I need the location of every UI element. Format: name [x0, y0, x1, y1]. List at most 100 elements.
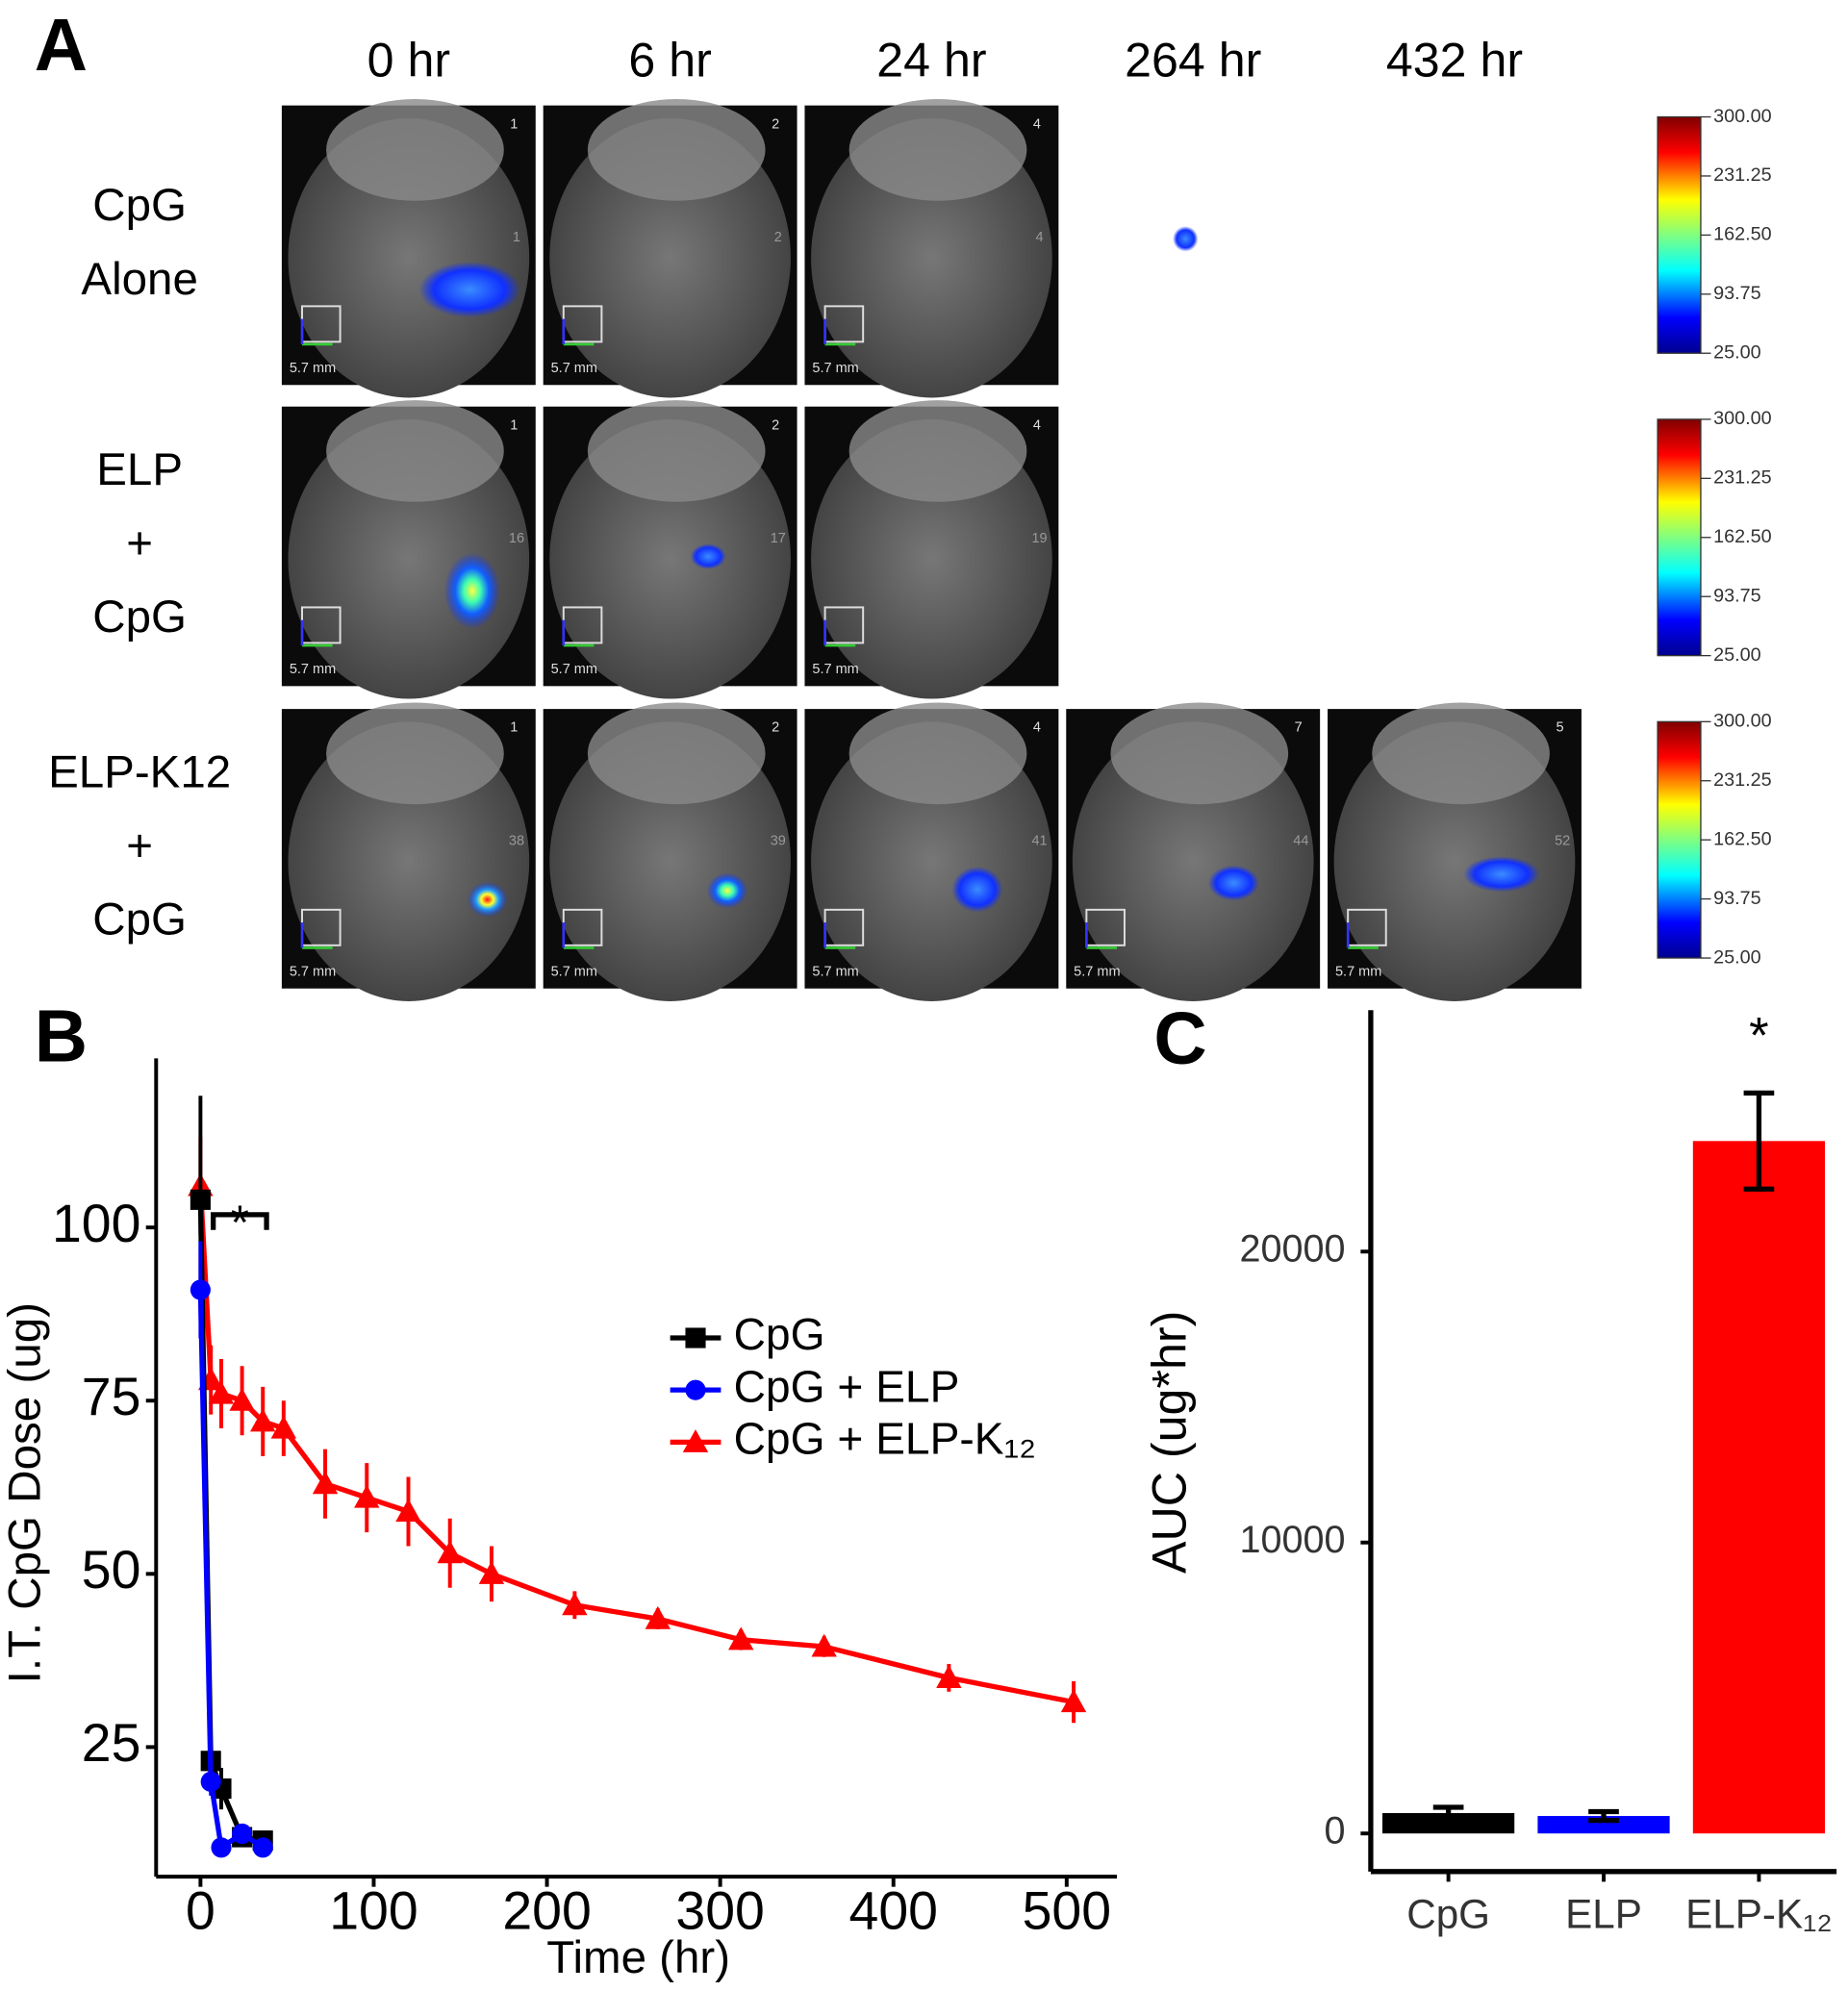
colorbar-label: 162.50 — [1713, 828, 1772, 849]
signal — [690, 543, 726, 569]
colorbar-label: 25.00 — [1713, 341, 1761, 363]
mouse-head — [587, 99, 766, 201]
x-tick-label: ELP — [1565, 1892, 1642, 1937]
x-tick-label: 0 — [186, 1880, 215, 1940]
colorbar-label: 162.50 — [1713, 224, 1772, 245]
marker — [190, 1189, 211, 1210]
scale-label: 5.7 mm — [812, 361, 858, 376]
row-label: ELP-K12 — [48, 746, 231, 797]
colorbar — [1657, 115, 1702, 354]
colorbar — [1657, 418, 1702, 657]
scale-label: 5.7 mm — [551, 662, 597, 677]
image-id: 1 — [510, 720, 518, 736]
colorbar-label: 25.00 — [1713, 644, 1761, 666]
panel-label: B — [35, 996, 88, 1077]
legend-marker — [685, 1379, 706, 1400]
scale-label: 5.7 mm — [290, 964, 336, 979]
marker — [190, 1279, 211, 1300]
marker — [562, 1592, 588, 1616]
row-label: + — [126, 820, 153, 871]
image-id: 1 — [510, 116, 518, 132]
x-tick-label: 400 — [849, 1880, 938, 1940]
signal — [951, 866, 1003, 913]
panel-label: A — [35, 5, 88, 87]
image-id: 2 — [772, 417, 779, 433]
scale-label: 5.7 mm — [1335, 964, 1381, 979]
colorbar-label: 93.75 — [1713, 888, 1761, 909]
image-id: 1 — [510, 417, 518, 433]
y-tick-label: 0 — [1325, 1810, 1346, 1852]
mouse-head — [848, 400, 1027, 502]
y-tick-label: 50 — [82, 1540, 141, 1600]
signal — [1208, 865, 1259, 901]
roi-label: 16 — [509, 531, 524, 546]
legend-marker — [685, 1327, 706, 1348]
x-tick-label: ELP-K₁₂ — [1685, 1892, 1833, 1937]
colorbar-label: 25.00 — [1713, 946, 1761, 968]
image-panel: 2 39 5.7 mm — [543, 702, 797, 1001]
mouse-head — [1110, 702, 1289, 805]
marker — [645, 1605, 671, 1629]
row-label: ELP — [96, 444, 183, 495]
y-tick-label: 75 — [82, 1367, 141, 1426]
colorbar-label: 162.50 — [1713, 526, 1772, 547]
marker — [395, 1499, 421, 1523]
colorbar-label: 300.00 — [1713, 711, 1772, 732]
colorbar-label: 93.75 — [1713, 283, 1761, 304]
bar — [1382, 1813, 1515, 1834]
image-id: 4 — [1033, 116, 1041, 132]
roi-label: 19 — [1031, 531, 1047, 546]
column-header: 264 hr — [1125, 33, 1261, 87]
x-tick-label: 200 — [502, 1880, 591, 1940]
marker — [252, 1837, 273, 1858]
marker — [232, 1823, 253, 1845]
marker — [1060, 1689, 1087, 1713]
image-panel: 7 44 5.7 mm — [1066, 702, 1321, 1001]
column-header: 24 hr — [876, 33, 986, 87]
panel-label: C — [1153, 998, 1206, 1080]
roi-label: 1 — [513, 230, 520, 245]
marker — [437, 1540, 463, 1564]
colorbar-label: 93.75 — [1713, 585, 1761, 606]
row-label: Alone — [81, 254, 197, 305]
column-header: 432 hr — [1386, 33, 1523, 87]
image-panel: 4 19 5.7 mm — [804, 400, 1059, 699]
image-panel: 1 16 5.7 mm — [281, 400, 536, 699]
scale-label: 5.7 mm — [812, 662, 858, 677]
signal — [418, 262, 520, 318]
mouse-head — [587, 702, 766, 805]
colorbar-label: 300.00 — [1713, 106, 1772, 127]
mouse-head — [1372, 702, 1550, 805]
image-panel: 4 4 5.7 mm — [804, 99, 1199, 398]
marker — [270, 1415, 297, 1439]
roi-label: 4 — [1036, 230, 1044, 245]
scale-label: 5.7 mm — [290, 662, 336, 677]
y-axis-title: AUC (ug*hr) — [1142, 1311, 1196, 1574]
roi-label: 39 — [771, 833, 786, 848]
image-panel: 2 17 5.7 mm — [543, 400, 797, 699]
colorbar-label: 231.25 — [1713, 164, 1772, 186]
scale-label: 5.7 mm — [551, 964, 597, 979]
marker — [250, 1408, 276, 1432]
row-label: CpG — [92, 180, 187, 231]
mouse-head — [326, 99, 504, 201]
x-tick-label: 500 — [1023, 1880, 1111, 1940]
mouse-head — [848, 99, 1027, 201]
image-panel: 5 52 5.7 mm — [1328, 702, 1582, 1001]
signal — [443, 552, 500, 629]
roi-label: 52 — [1555, 833, 1570, 848]
image-id: 4 — [1033, 417, 1041, 433]
roi-label: 44 — [1293, 833, 1308, 848]
mouse-head — [326, 702, 504, 805]
signal — [467, 881, 508, 918]
image-id: 2 — [772, 116, 779, 132]
marker — [728, 1626, 754, 1651]
signal — [1463, 856, 1540, 893]
marker — [354, 1484, 380, 1508]
significance: * — [231, 1196, 250, 1249]
marker — [312, 1471, 339, 1495]
marker — [200, 1771, 221, 1792]
image-panel: 4 41 5.7 mm — [804, 702, 1059, 1001]
x-tick-label: CpG — [1406, 1892, 1490, 1937]
